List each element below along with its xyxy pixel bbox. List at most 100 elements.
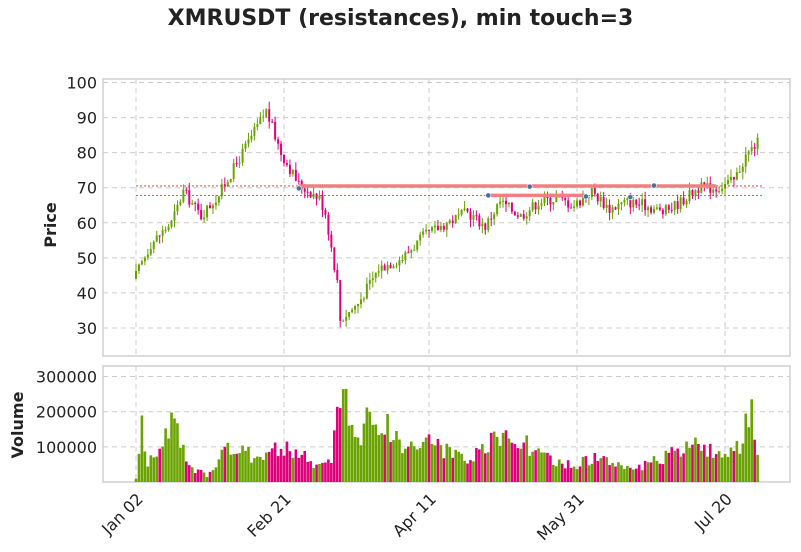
candle-body — [653, 208, 655, 213]
candle-body — [564, 197, 567, 201]
candle-body — [188, 190, 191, 205]
volume-bar — [427, 434, 431, 482]
candle-body — [519, 214, 522, 217]
volume-bar — [531, 451, 534, 482]
volume-bar — [528, 455, 531, 482]
price-tick-label: 90 — [77, 109, 97, 128]
candle-body — [309, 192, 312, 198]
volume-bar — [451, 457, 455, 482]
candle-body — [164, 230, 167, 232]
volume-bar — [380, 433, 383, 482]
volume-bar — [634, 468, 638, 482]
volume-bar — [614, 466, 617, 482]
volume-bar — [386, 413, 389, 482]
candle-body — [179, 201, 182, 205]
volume-bar — [173, 418, 176, 482]
volume-bar — [646, 462, 650, 482]
volume-bar — [365, 407, 369, 482]
candle-body — [493, 214, 496, 220]
candle-body — [442, 226, 445, 230]
volume-bar — [457, 451, 460, 482]
volume-bar — [578, 466, 582, 482]
volume-bar — [623, 468, 626, 482]
volume-bar — [543, 452, 546, 482]
volume-bar — [489, 432, 493, 482]
x-axis: Jan 02 Feb 21 Apr 11 May 31 Jul 20 — [97, 489, 736, 544]
volume-panel: 100000 200000 300000 — [36, 365, 791, 483]
volume-bar — [217, 459, 221, 482]
volume-bar — [726, 456, 730, 482]
candle-body — [596, 193, 599, 202]
candle-body — [721, 188, 724, 192]
candle-body — [436, 225, 439, 230]
candle-body — [428, 229, 431, 231]
candle-body — [200, 209, 203, 220]
candle-body — [137, 264, 140, 271]
candle-body — [570, 207, 573, 209]
volume-bar — [318, 464, 321, 482]
volume-bar — [569, 467, 573, 482]
candle-body — [327, 214, 330, 235]
candle-body — [454, 214, 457, 224]
candle-body — [398, 260, 401, 266]
volume-bar — [193, 473, 197, 482]
candle-body — [407, 252, 410, 254]
volume-bar — [430, 443, 434, 482]
volume-bar — [418, 448, 422, 482]
candle-body — [466, 208, 469, 212]
volume-bar — [640, 470, 644, 482]
volume-bar — [241, 445, 244, 482]
candle-body — [516, 215, 519, 217]
volume-bar — [478, 449, 481, 482]
candle-body — [573, 206, 576, 208]
candle-body — [152, 241, 155, 250]
volume-bar — [546, 452, 549, 482]
candle-body — [549, 198, 552, 205]
candle-body — [348, 311, 351, 317]
volume-bar — [661, 464, 665, 482]
volume-bar — [753, 439, 756, 482]
candle-body — [268, 109, 271, 122]
candle-body — [362, 298, 365, 300]
candle-body — [167, 226, 170, 231]
volume-bar — [705, 456, 709, 482]
volume-bar — [383, 434, 386, 482]
candle-body — [303, 188, 306, 192]
volume-bar — [371, 424, 375, 482]
volume-bar — [300, 454, 304, 482]
volume-bar — [460, 453, 463, 482]
candle-body — [587, 197, 590, 199]
price-tick-label: 30 — [77, 319, 97, 338]
candle-body — [496, 204, 499, 215]
x-tick-label: Jul 20 — [690, 489, 736, 535]
candle-body — [389, 264, 392, 269]
candle-body — [478, 215, 481, 227]
candle-body — [351, 309, 354, 312]
volume-bar — [205, 477, 209, 482]
volume-bar — [685, 441, 688, 482]
volume-bar — [738, 453, 742, 482]
volume-bar — [350, 424, 354, 482]
volume-bar — [226, 442, 230, 482]
volume-bar — [232, 453, 235, 482]
volume-bar — [333, 430, 336, 482]
volume-bar — [330, 463, 333, 482]
candle-body — [235, 163, 238, 165]
candle-body — [617, 204, 620, 210]
volume-bar — [717, 451, 721, 482]
volume-bar — [267, 451, 271, 482]
candle-body — [377, 271, 380, 273]
volume-bar — [238, 453, 241, 482]
volume-bar — [421, 441, 425, 482]
chart-title: XMRUSDT (resistances), min touch=3 — [167, 6, 634, 31]
volume-bar — [492, 431, 496, 482]
candle-body — [413, 249, 416, 251]
volume-bar — [161, 446, 164, 482]
volume-bar — [229, 454, 233, 482]
candle-body — [170, 220, 173, 227]
volume-bar — [729, 447, 733, 482]
candle-body — [223, 184, 226, 187]
volume-bar — [501, 432, 505, 482]
candle-body — [315, 193, 318, 199]
volume-bar — [652, 456, 656, 482]
